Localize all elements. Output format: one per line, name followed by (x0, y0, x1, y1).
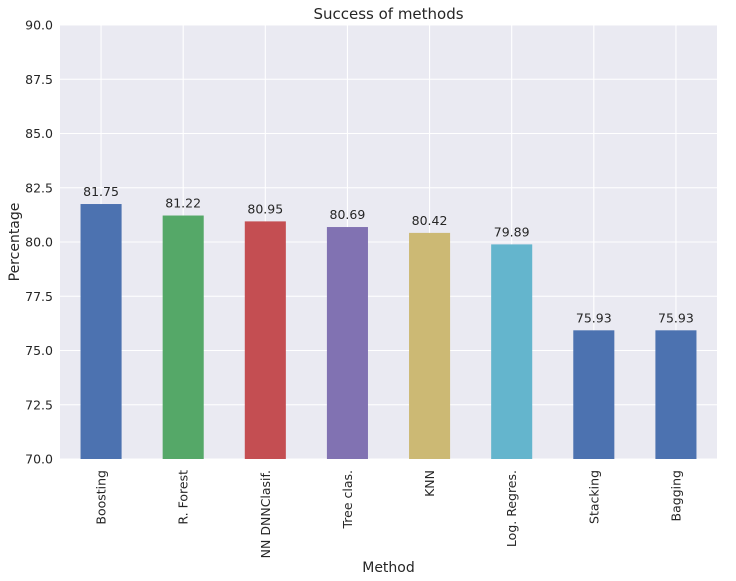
x-tick-label: R. Forest (176, 470, 191, 525)
x-tick-label: Bagging (668, 470, 683, 521)
y-axis-ticks: 70.0 72.5 75.0 77.5 80.0 82.5 85.0 87.5 90.0 (25, 18, 53, 467)
bar (80, 204, 122, 459)
y-tick-label: 75.0 (25, 343, 53, 358)
y-tick-label: 77.5 (25, 289, 53, 304)
y-tick-label: 90.0 (25, 18, 53, 33)
y-axis-label: Percentage (7, 203, 23, 282)
bar (326, 227, 368, 459)
x-axis-label: Method (362, 560, 415, 576)
y-tick-label: 70.0 (25, 452, 53, 467)
bar (162, 215, 204, 459)
bar-value-label: 79.89 (494, 224, 530, 239)
bar (655, 330, 697, 459)
bar-value-label: 81.75 (83, 184, 119, 199)
bar-value-label: 81.22 (165, 196, 201, 211)
bar-value-label: 80.42 (412, 213, 448, 228)
value-labels: 81.75 81.22 80.95 80.69 80.42 79.89 75.93 75.93 (83, 184, 694, 325)
y-tick-label: 80.0 (25, 235, 53, 250)
bar-value-label: 80.69 (330, 207, 366, 222)
bar (491, 244, 533, 459)
chart-title: Success of methods (313, 5, 463, 23)
y-tick-label: 82.5 (25, 180, 53, 195)
y-tick-label: 72.5 (25, 397, 53, 412)
x-tick-label: Tree clas. (340, 470, 355, 530)
bar (573, 330, 615, 459)
y-tick-label: 87.5 (25, 72, 53, 87)
bars (80, 204, 697, 459)
x-tick-label: Stacking (586, 470, 601, 524)
x-tick-label: Log. Regres. (504, 470, 519, 547)
x-tick-label: NN DNNClasif. (258, 470, 273, 558)
x-axis-ticks: Boosting R. Forest NN DNNClasif. Tree clas.… (94, 470, 684, 558)
bar (409, 232, 451, 459)
bar-value-label: 80.95 (247, 201, 283, 216)
y-tick-label: 85.0 (25, 126, 53, 141)
x-tick-label: KNN (422, 470, 437, 497)
bar (244, 221, 286, 459)
bar-value-label: 75.93 (658, 310, 694, 325)
bar-value-label: 75.93 (576, 310, 612, 325)
x-tick-label: Boosting (94, 470, 109, 525)
